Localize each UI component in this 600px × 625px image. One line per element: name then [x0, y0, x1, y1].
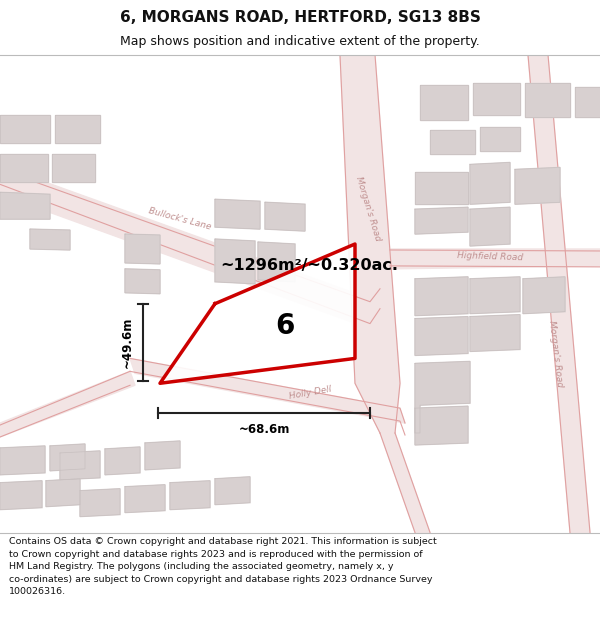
Polygon shape — [50, 444, 85, 471]
Polygon shape — [125, 269, 160, 294]
Text: Morgan's Road: Morgan's Road — [547, 319, 565, 388]
Polygon shape — [470, 277, 520, 314]
Polygon shape — [125, 485, 165, 512]
Polygon shape — [215, 239, 255, 284]
Polygon shape — [415, 208, 468, 234]
Text: Holly Dell: Holly Dell — [288, 385, 332, 401]
Polygon shape — [0, 154, 48, 182]
Polygon shape — [470, 208, 510, 246]
Polygon shape — [528, 55, 590, 532]
Polygon shape — [415, 406, 468, 445]
Polygon shape — [145, 441, 180, 470]
Polygon shape — [60, 451, 100, 480]
Text: Map shows position and indicative extent of the property.: Map shows position and indicative extent… — [120, 35, 480, 48]
Text: Bullock's Lane: Bullock's Lane — [148, 206, 212, 232]
Polygon shape — [0, 192, 50, 219]
Polygon shape — [0, 446, 45, 475]
Polygon shape — [130, 358, 405, 423]
Text: ~1296m²/~0.320ac.: ~1296m²/~0.320ac. — [220, 258, 398, 273]
Polygon shape — [215, 199, 260, 229]
Text: 6, MORGANS ROAD, HERTFORD, SG13 8BS: 6, MORGANS ROAD, HERTFORD, SG13 8BS — [119, 10, 481, 25]
Text: ~68.6m: ~68.6m — [238, 422, 290, 436]
Text: Contains OS data © Crown copyright and database right 2021. This information is : Contains OS data © Crown copyright and d… — [9, 538, 437, 596]
Polygon shape — [0, 115, 50, 142]
Polygon shape — [473, 83, 520, 115]
Polygon shape — [470, 314, 520, 351]
Polygon shape — [415, 173, 468, 204]
Polygon shape — [480, 127, 520, 151]
Polygon shape — [575, 87, 600, 117]
Polygon shape — [0, 169, 380, 329]
Polygon shape — [525, 83, 570, 117]
Polygon shape — [80, 489, 120, 517]
Polygon shape — [265, 202, 305, 231]
Polygon shape — [415, 277, 468, 316]
Polygon shape — [415, 361, 470, 433]
Polygon shape — [0, 371, 135, 437]
Polygon shape — [340, 55, 400, 433]
Polygon shape — [515, 168, 560, 204]
Polygon shape — [52, 154, 95, 182]
Text: 6: 6 — [275, 312, 295, 339]
Polygon shape — [160, 244, 355, 383]
Polygon shape — [380, 433, 430, 532]
Text: Morgan's Road: Morgan's Road — [354, 176, 382, 242]
Polygon shape — [523, 277, 565, 314]
Polygon shape — [430, 129, 475, 154]
Polygon shape — [390, 249, 600, 269]
Polygon shape — [470, 162, 510, 204]
Text: ~49.6m: ~49.6m — [121, 317, 133, 368]
Polygon shape — [420, 85, 468, 119]
Polygon shape — [0, 481, 42, 509]
Polygon shape — [215, 477, 250, 504]
Polygon shape — [46, 479, 80, 507]
Polygon shape — [125, 234, 160, 264]
Polygon shape — [258, 242, 295, 282]
Polygon shape — [415, 317, 468, 356]
Polygon shape — [30, 229, 70, 250]
Polygon shape — [55, 115, 100, 142]
Text: Highfield Road: Highfield Road — [457, 251, 523, 262]
Polygon shape — [170, 481, 210, 509]
Polygon shape — [105, 447, 140, 475]
